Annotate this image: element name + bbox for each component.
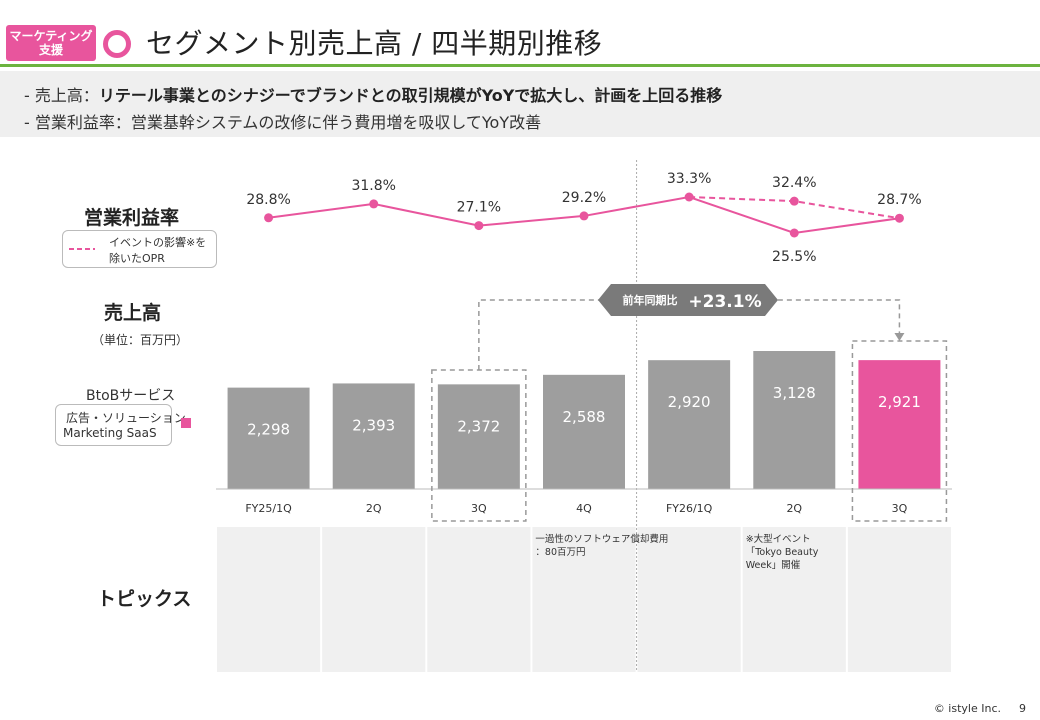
summary-line-opm: - 営業利益率：営業基幹システムの改修に伴う費用増を吸収してYoY改善 bbox=[24, 113, 542, 132]
bar bbox=[648, 360, 731, 489]
adjusted-opr-label: 32.4% bbox=[772, 175, 816, 191]
segment-legend: 広告・ソリューション Marketing SaaS bbox=[55, 404, 186, 446]
segment-color-swatch bbox=[181, 418, 191, 428]
adjusted-opr-line bbox=[689, 196, 900, 220]
highlight-box bbox=[851, 340, 948, 522]
bar-value-label: 3,128 bbox=[773, 384, 816, 402]
topic-text: Week」開催 bbox=[746, 559, 801, 571]
legend-adjusted-opr: イベントの影響※を 除いたOPR bbox=[62, 230, 217, 268]
opm-point bbox=[264, 213, 274, 223]
summary-line-sales-bold: リテール事業とのシナジーでブランドとの取引規模がYoYで拡大し、計画を上回る推移 bbox=[98, 86, 723, 105]
topic-cell bbox=[427, 527, 531, 672]
opm-label: 営業利益率 bbox=[84, 207, 180, 229]
section-tag-line1: マーケティング bbox=[9, 29, 93, 43]
opm-point bbox=[474, 221, 484, 231]
highlight-box bbox=[431, 369, 527, 522]
opm-value-label: 27.1% bbox=[457, 200, 501, 216]
topic-cell bbox=[847, 527, 951, 672]
opm-point bbox=[894, 213, 904, 223]
topic-cell bbox=[742, 527, 846, 672]
dashed-line-legend-icon bbox=[69, 248, 95, 250]
legend-note-line2: 除いたOPR bbox=[109, 252, 165, 265]
opm-value-label: 28.8% bbox=[246, 192, 290, 208]
segment-line2: Marketing SaaS bbox=[63, 426, 157, 440]
opm-value-label: 28.7% bbox=[877, 192, 921, 208]
summary-box: - 売上高：リテール事業とのシナジーでブランドとの取引規模がYoYで拡大し、計画… bbox=[0, 71, 1040, 137]
section-tag: マーケティング 支援 bbox=[6, 25, 96, 61]
bar bbox=[858, 360, 941, 489]
bar-value-label: 2,298 bbox=[247, 421, 290, 439]
unit-label: （単位：百万円） bbox=[92, 333, 189, 347]
summary-line-sales-prefix: - 売上高： bbox=[24, 86, 99, 105]
topic-cell bbox=[532, 527, 636, 672]
x-tick-label: 4Q bbox=[576, 502, 592, 515]
bar-value-label: 2,920 bbox=[668, 393, 711, 411]
bar bbox=[753, 351, 836, 489]
opm-point bbox=[684, 192, 694, 202]
x-tick-label: 2Q bbox=[366, 502, 382, 515]
topics-label: トピックス bbox=[97, 588, 192, 610]
yoy-badge bbox=[598, 284, 778, 316]
bar bbox=[543, 374, 625, 489]
x-tick-label: 3Q bbox=[892, 502, 908, 515]
opm-line bbox=[268, 195, 900, 235]
opm-point bbox=[579, 211, 589, 221]
x-tick-label: 2Q bbox=[786, 502, 802, 515]
adjusted-opr-point bbox=[789, 196, 799, 206]
opm-value-label: 29.2% bbox=[562, 190, 606, 206]
bar bbox=[332, 383, 415, 489]
topic-cell bbox=[217, 527, 321, 672]
page-title: セグメント別売上高 / 四半期別推移 bbox=[146, 27, 603, 60]
topic-cell bbox=[637, 527, 741, 672]
segment-line1: 広告・ソリューション bbox=[66, 411, 186, 425]
topic-text: 一過性のソフトウェア償却費用 bbox=[535, 533, 668, 545]
x-tick-label: 3Q bbox=[471, 502, 487, 515]
bar-value-label: 2,393 bbox=[352, 416, 395, 434]
section-tag-line2: 支援 bbox=[38, 43, 63, 57]
bar-value-label: 2,372 bbox=[457, 417, 500, 435]
opm-value-label: 25.5% bbox=[772, 249, 816, 265]
topic-cell bbox=[322, 527, 426, 672]
page-number: 9 bbox=[1019, 702, 1026, 715]
yoy-arrow-head bbox=[894, 333, 905, 341]
bar-value-label: 2,921 bbox=[878, 393, 921, 411]
footer: © istyle Inc. 9 bbox=[934, 702, 1026, 715]
x-tick-label: FY26/1Q bbox=[666, 502, 713, 515]
yoy-bracket bbox=[478, 299, 901, 370]
topic-text: ※大型イベント bbox=[746, 533, 811, 545]
bar bbox=[227, 387, 310, 489]
yoy-badge-label: 前年同期比 bbox=[623, 293, 678, 307]
topic-text: 「Tokyo Beauty bbox=[746, 547, 819, 558]
sales-label: 売上高 bbox=[104, 302, 162, 324]
opm-value-label: 31.8% bbox=[351, 178, 395, 194]
opm-point bbox=[789, 228, 799, 238]
opm-value-label: 33.3% bbox=[667, 171, 711, 187]
opm-point bbox=[369, 199, 379, 209]
circle-icon bbox=[103, 30, 131, 58]
legend-note-line1: イベントの影響※を bbox=[109, 236, 207, 249]
topic-text: ：80百万円 bbox=[535, 547, 585, 558]
bar-value-label: 2,588 bbox=[563, 408, 606, 426]
btob-label: BtoBサービス bbox=[86, 388, 176, 404]
summary-line-sales: - 売上高：リテール事業とのシナジーでブランドとの取引規模がYoYで拡大し、計画… bbox=[24, 82, 722, 106]
title-underline bbox=[0, 64, 1040, 67]
yoy-badge-value: +23.1% bbox=[688, 292, 761, 312]
bar bbox=[437, 384, 520, 489]
copyright-text: © istyle Inc. bbox=[933, 702, 1001, 715]
x-tick-label: FY25/1Q bbox=[245, 502, 292, 515]
